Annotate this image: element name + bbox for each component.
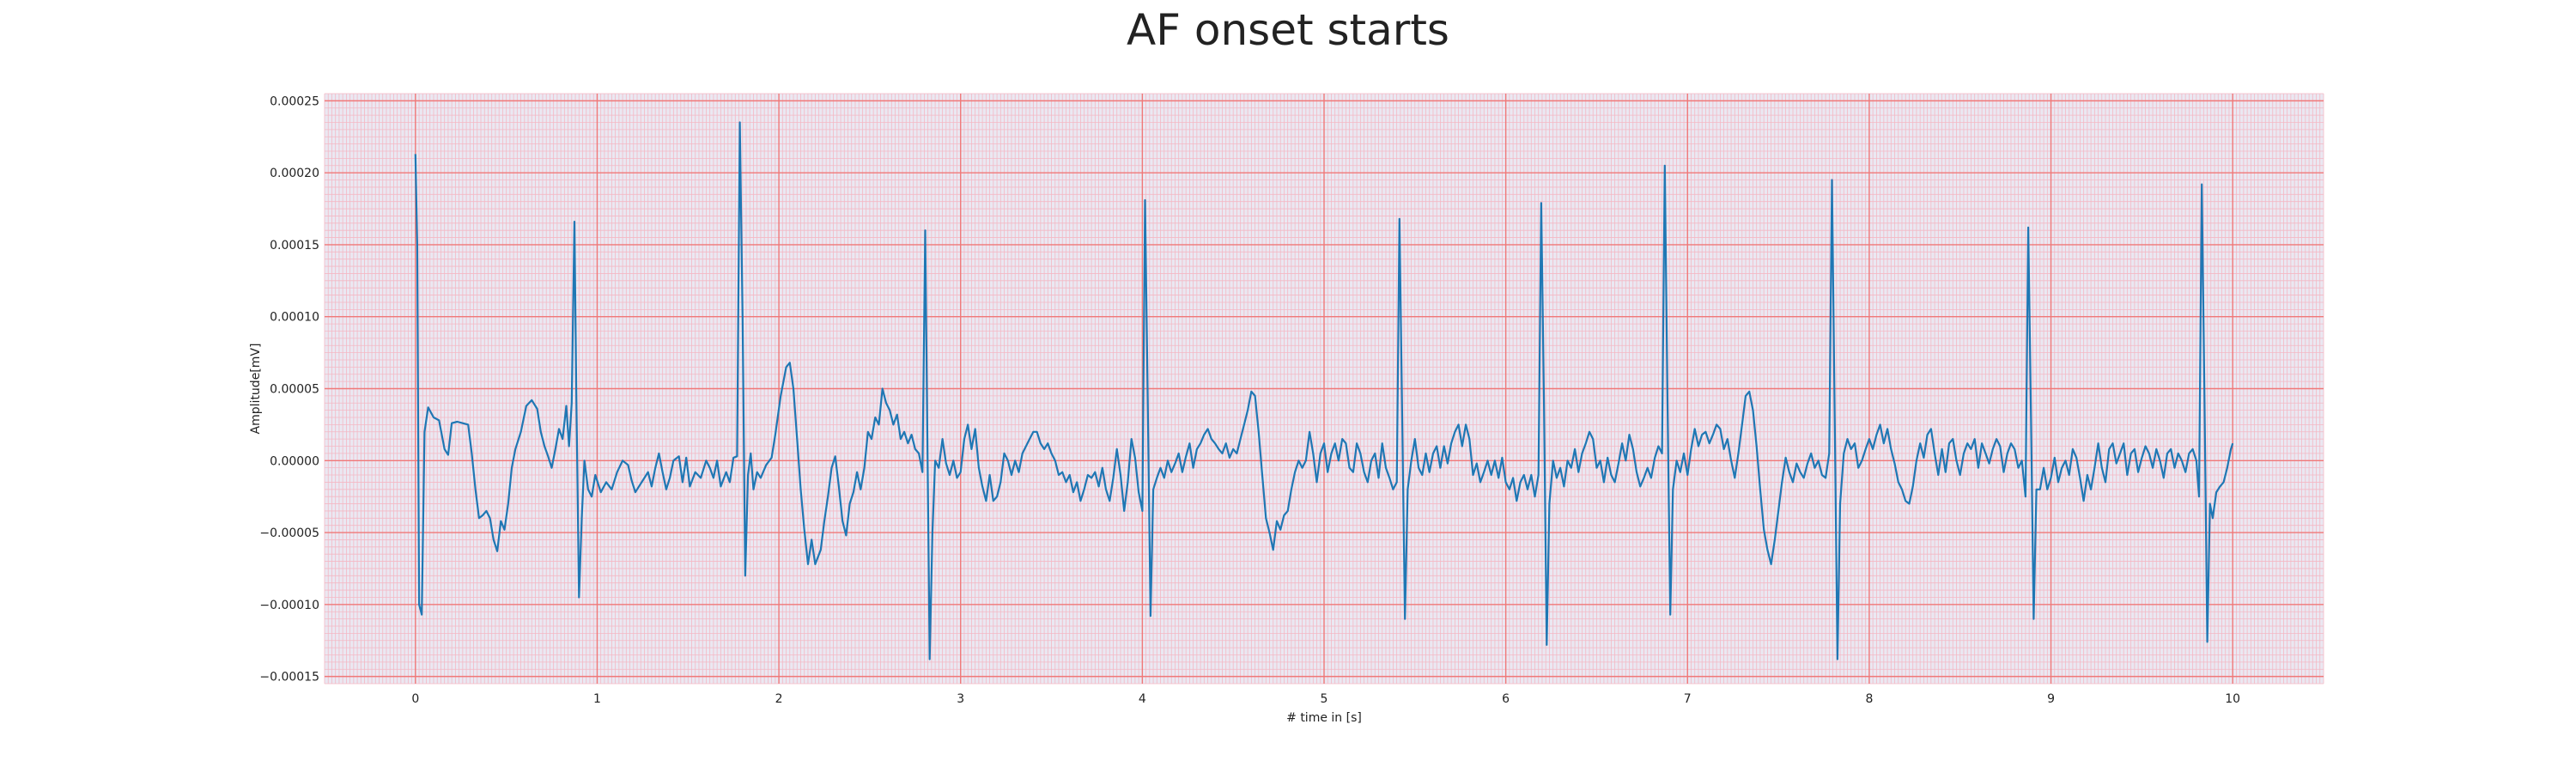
x-tick-label: 1	[593, 692, 601, 706]
y-tick-label: −0.00010	[259, 599, 319, 612]
x-tick-label: 5	[1321, 692, 1328, 706]
x-tick-label: 3	[957, 692, 964, 706]
y-axis-label: Amplitude[mV]	[249, 344, 263, 435]
y-tick-label: 0.00020	[270, 167, 319, 180]
x-tick-label: 2	[775, 692, 783, 706]
ecg-signal-line	[414, 121, 2234, 660]
y-tick-label: 0.00000	[270, 454, 319, 468]
chart-title: AF onset starts	[1127, 5, 1449, 55]
x-tick-label: 6	[1502, 692, 1510, 706]
y-tick-label: 0.00010	[270, 311, 319, 325]
minor-grid	[324, 93, 2324, 685]
x-tick-label: 10	[2225, 692, 2240, 706]
x-axis-ticks: 0 1 2 3 4 5 6 7 8 9 10	[411, 692, 2240, 706]
x-tick-label: 9	[2047, 692, 2055, 706]
y-axis-ticks: −0.00015 −0.00010 −0.00005 0.00000 0.00005 0.…	[259, 94, 319, 684]
y-tick-label: −0.00015	[259, 671, 319, 685]
x-tick-label: 7	[1684, 692, 1692, 706]
x-tick-label: 4	[1139, 692, 1146, 706]
major-grid	[325, 94, 2324, 684]
x-axis-label: # time in [s]	[1286, 711, 1362, 725]
y-tick-label: 0.00005	[270, 383, 319, 397]
x-tick-label: 0	[411, 692, 419, 706]
y-tick-label: 0.00025	[270, 94, 319, 108]
x-tick-label: 8	[1865, 692, 1873, 706]
y-tick-label: 0.00015	[270, 239, 319, 253]
y-tick-label: −0.00005	[259, 526, 319, 540]
